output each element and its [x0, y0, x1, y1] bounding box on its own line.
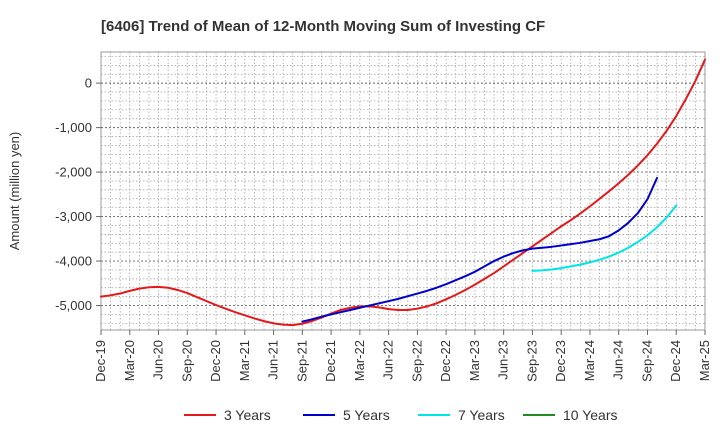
series-line-3-years: [100, 58, 706, 327]
x-tick-label: Jun-23: [496, 340, 511, 380]
x-tick-label: Mar-24: [582, 340, 597, 381]
y-tick-label: -4,000: [55, 254, 92, 269]
x-tick-label: Sep-21: [294, 340, 309, 382]
legend: 3 Years 5 Years 7 Years 10 Years: [184, 407, 618, 423]
x-tick-label: Mar-21: [237, 340, 252, 381]
x-tick-label: Jun-24: [611, 340, 626, 380]
x-tick-label: Dec-24: [668, 340, 683, 382]
y-tick-label: -3,000: [55, 209, 92, 224]
chart-title: [6406] Trend of Mean of 12-Month Moving …: [101, 18, 545, 35]
legend-label: 5 Years: [343, 407, 390, 423]
x-tick-label: Mar-25: [697, 340, 712, 381]
x-tick-label: Dec-22: [438, 340, 453, 382]
x-tick-label: Jun-22: [381, 340, 396, 380]
series-line-5-years: [301, 176, 659, 323]
y-tick-label: 0: [85, 76, 92, 91]
legend-label: 7 Years: [458, 407, 505, 423]
series-line-7-years: [531, 204, 678, 272]
x-tick-label: Jun-21: [266, 340, 281, 380]
x-tick-label: Mar-20: [122, 340, 137, 381]
x-tick-label: Dec-23: [553, 340, 568, 382]
x-tick-label: Sep-24: [639, 340, 654, 382]
x-axis: Dec-19 Mar-20 Jun-20 Sep-20 Dec-20 Mar-21 Jun-…: [93, 330, 712, 382]
plot-area: [100, 51, 706, 331]
y-axis-label: Amount (million yen): [7, 132, 22, 251]
x-tick-label: Jun-20: [151, 340, 166, 380]
x-tick-label: Mar-22: [352, 340, 367, 381]
grid: [101, 52, 705, 330]
x-tick-label: Mar-23: [467, 340, 482, 381]
y-axis: 0 -1,000 -2,000 -3,000 -4,000 -5,000: [55, 76, 101, 313]
y-tick-label: -1,000: [55, 120, 92, 135]
y-tick-label: -2,000: [55, 165, 92, 180]
x-tick-label: Dec-20: [208, 340, 223, 382]
x-tick-label: Sep-22: [409, 340, 424, 382]
legend-label: 3 Years: [224, 407, 271, 423]
series-lines: [100, 58, 706, 327]
y-tick-label: -5,000: [55, 298, 92, 313]
x-tick-label: Dec-19: [93, 340, 108, 382]
legend-label: 10 Years: [563, 407, 618, 423]
x-tick-label: Dec-21: [323, 340, 338, 382]
x-tick-label: Sep-23: [524, 340, 539, 382]
x-tick-label: Sep-20: [179, 340, 194, 382]
